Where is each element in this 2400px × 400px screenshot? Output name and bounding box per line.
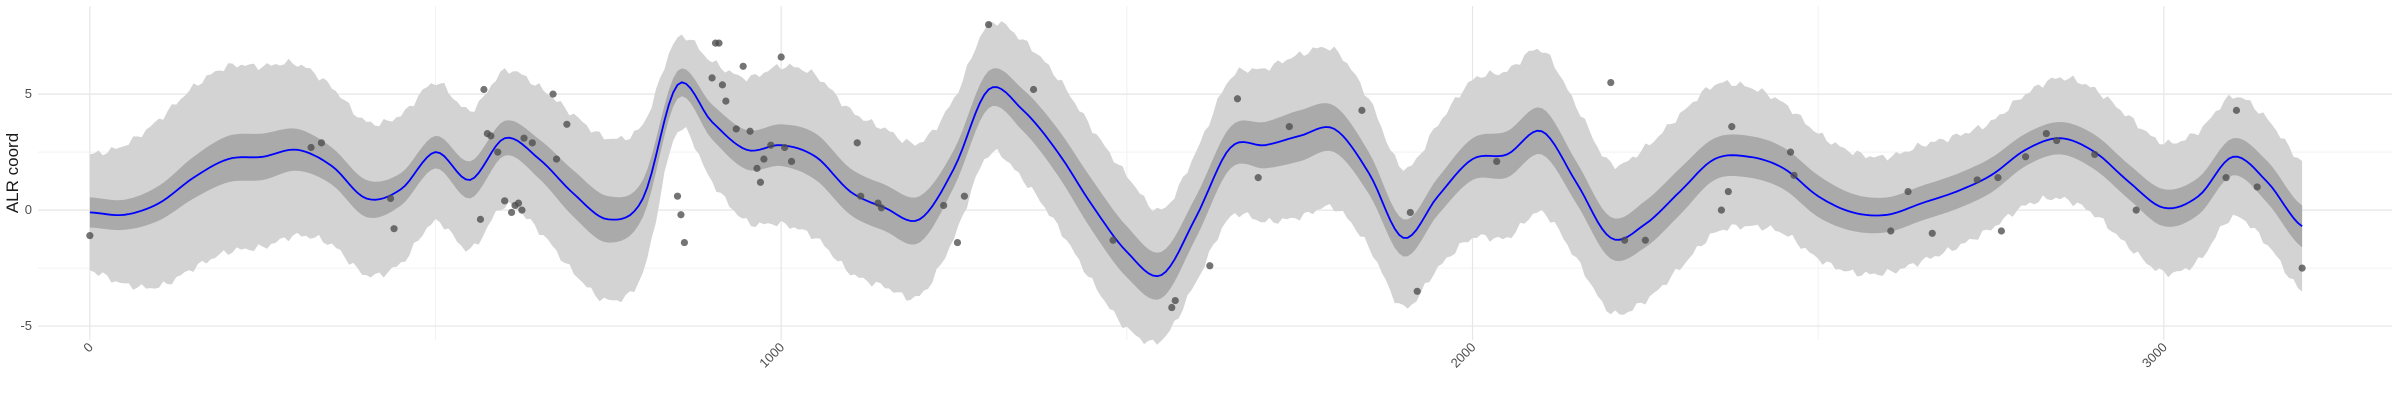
data-point (1168, 303, 1176, 312)
data-point (715, 39, 723, 47)
data-point (1254, 174, 1262, 182)
confidence-band-outer (89, 21, 2303, 345)
data-point (1904, 187, 1912, 196)
y-axis-title: ALR coord (3, 133, 22, 213)
data-point (2091, 150, 2099, 159)
data-point (1413, 287, 1421, 295)
data-point (760, 155, 768, 163)
data-point (722, 97, 730, 105)
data-point (1997, 227, 2005, 235)
data-point (480, 85, 488, 94)
data-point (718, 81, 727, 89)
data-point (552, 155, 561, 163)
y-tick-label: 5 (25, 86, 32, 101)
data-point (2298, 264, 2306, 272)
data-point (940, 201, 948, 210)
data-point (2253, 183, 2261, 191)
data-point (1994, 174, 2002, 182)
data-point (739, 62, 747, 70)
data-point (2021, 153, 2030, 161)
data-point (1724, 187, 1732, 196)
data-point (1928, 229, 1936, 237)
y-axis-ticks: -5 0 5 (20, 86, 32, 333)
data-point (680, 238, 688, 247)
x-axis-ticks: 0 1000 2000 3000 (80, 340, 2170, 371)
data-point (317, 139, 326, 147)
data-point (2053, 136, 2061, 145)
data-point (507, 208, 516, 217)
data-point (514, 199, 523, 207)
y-tick-label: -5 (20, 318, 32, 333)
data-point (386, 194, 395, 203)
data-point (518, 206, 526, 214)
data-point (501, 197, 509, 205)
data-point (1206, 262, 1214, 270)
data-point (781, 143, 789, 152)
data-point (1406, 208, 1414, 217)
x-tick-label: 0 (80, 340, 96, 356)
data-point (1171, 296, 1179, 305)
data-point (1790, 171, 1798, 179)
data-point (984, 20, 993, 29)
fitted-line (89, 81, 2303, 278)
data-point (1285, 123, 1293, 131)
data-point (86, 232, 94, 240)
data-point (487, 132, 495, 140)
data-point (732, 125, 740, 133)
data-point (476, 215, 485, 223)
data-point (528, 139, 536, 147)
data-point (1887, 227, 1895, 235)
data-point (1973, 176, 1981, 184)
data-point (1493, 157, 1501, 166)
data-point (2042, 129, 2050, 138)
data-point (746, 127, 754, 135)
data-point (1717, 206, 1726, 214)
data-point (673, 192, 682, 200)
data-point (1233, 95, 1242, 103)
data-point (767, 141, 775, 149)
data-point (1728, 123, 1736, 131)
data-point (1607, 78, 1615, 87)
y-tick-label: 0 (25, 202, 32, 217)
data-point (1109, 236, 1117, 244)
data-point (1641, 236, 1649, 244)
x-tick-label: 3000 (2139, 340, 2170, 371)
x-tick-label: 1000 (756, 340, 787, 371)
data-point (2222, 174, 2230, 182)
data-point (677, 211, 685, 219)
data-point (756, 178, 765, 186)
data-point (1358, 106, 1366, 114)
x-tick-label: 2000 (1448, 340, 1479, 371)
data-point (1029, 85, 1038, 94)
data-point (777, 53, 785, 61)
data-point (520, 134, 528, 142)
data-point (563, 120, 571, 128)
data-point (953, 238, 962, 247)
data-point (708, 74, 716, 82)
data-point (549, 90, 557, 98)
scatter-points (86, 20, 2306, 312)
data-point (960, 192, 968, 200)
data-point (2132, 206, 2140, 214)
data-point (1621, 236, 1629, 244)
data-point (787, 157, 796, 166)
data-point (2232, 106, 2241, 114)
data-point (753, 164, 761, 172)
data-point (494, 148, 502, 156)
data-point (390, 225, 398, 233)
data-point (853, 139, 861, 147)
data-point (877, 204, 886, 212)
data-point (857, 192, 865, 200)
data-point (307, 143, 315, 152)
data-point (1786, 148, 1795, 156)
